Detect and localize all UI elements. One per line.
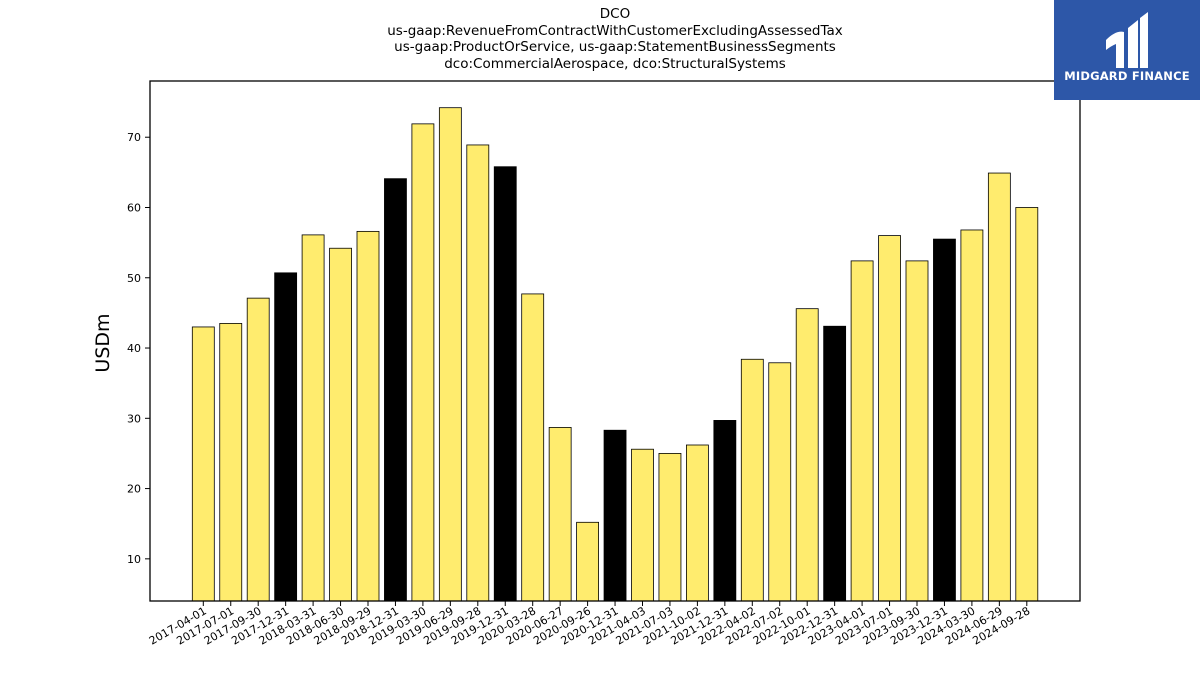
- midgard-logo-icon: [1106, 12, 1148, 68]
- chart-title: DCO us-gaap:RevenueFromContractWithCusto…: [150, 6, 1080, 72]
- bar: [576, 521, 599, 602]
- bar: [274, 272, 298, 602]
- bar: [768, 362, 792, 602]
- y-tick-label: 60: [127, 201, 141, 214]
- bar: [933, 238, 956, 602]
- bar: [713, 420, 737, 602]
- bar: [740, 358, 764, 602]
- bar: [466, 144, 490, 602]
- bar: [686, 444, 709, 602]
- bar: [521, 293, 545, 602]
- brand-name: MIDGARD FINANCE: [1064, 69, 1190, 83]
- bar: [795, 308, 819, 602]
- bar: [960, 229, 984, 602]
- bar: [823, 325, 847, 602]
- bar: [658, 453, 682, 602]
- bar: [878, 235, 901, 602]
- bar: [246, 297, 270, 602]
- bar: [438, 107, 462, 602]
- bar: [301, 234, 325, 602]
- bar: [987, 172, 1011, 602]
- bar: [548, 427, 572, 602]
- bar: [219, 323, 243, 602]
- y-tick-label: 20: [127, 483, 141, 496]
- bar: [356, 230, 380, 602]
- bar: [384, 178, 407, 602]
- chart-title-line-1: DCO: [599, 6, 631, 22]
- chart-title-line-4: dco:CommercialAerospace, dco:StructuralS…: [444, 55, 786, 72]
- bar: [603, 429, 627, 602]
- bar: [493, 166, 517, 602]
- bar: [905, 260, 929, 602]
- y-axis-label: USDm: [92, 313, 114, 372]
- bar: [1015, 207, 1039, 602]
- y-tick-label: 70: [127, 131, 141, 144]
- y-tick-label: 10: [127, 553, 141, 566]
- brand-logo: MIDGARD FINANCE: [1054, 0, 1200, 100]
- y-tick-label: 50: [127, 272, 141, 285]
- chart-title-line-2: us-gaap:RevenueFromContractWithCustomerE…: [387, 22, 843, 39]
- bar: [329, 247, 352, 602]
- bar: [850, 260, 874, 602]
- chart-title-line-3: us-gaap:ProductOrService, us-gaap:Statem…: [394, 39, 836, 56]
- bar: [411, 123, 435, 602]
- y-tick-label: 40: [127, 342, 141, 355]
- y-tick-label: 30: [127, 412, 141, 425]
- bar: [631, 448, 654, 602]
- bar: [191, 326, 215, 602]
